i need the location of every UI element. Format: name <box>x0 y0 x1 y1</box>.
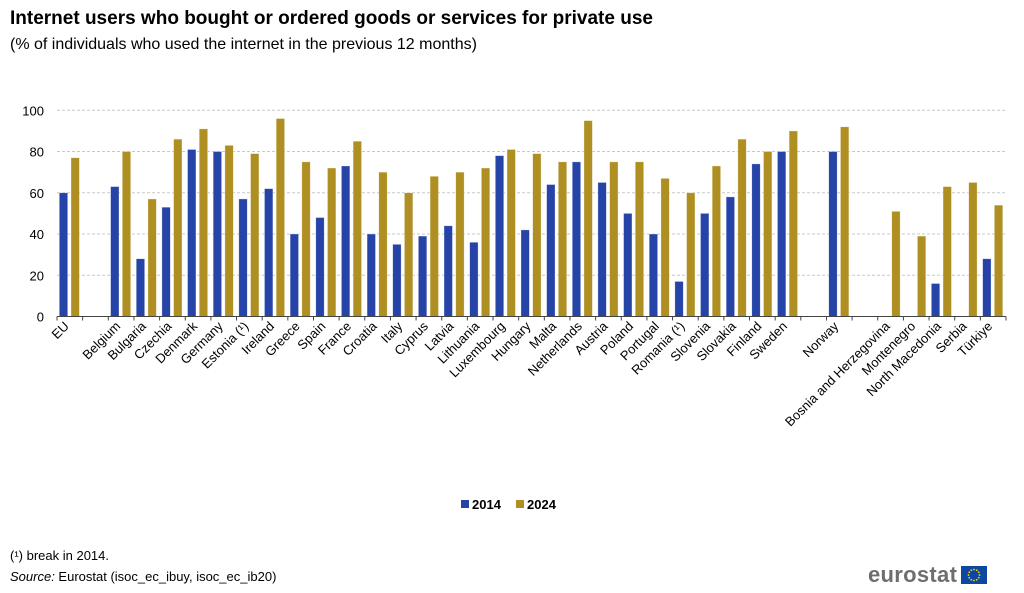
bar-2024-luxembourg <box>506 149 516 317</box>
y-tick-label: 20 <box>30 268 44 283</box>
bar-2024-portugal <box>660 178 670 317</box>
bar-2024-malta <box>558 161 568 317</box>
x-tick-label: EU <box>49 319 72 342</box>
source-line: Source: Eurostat (isoc_ec_ibuy, isoc_ec_… <box>10 569 276 584</box>
y-tick-label: 80 <box>30 145 44 160</box>
bar-2024-bosnia-and-herzegovina <box>891 211 901 317</box>
eu-flag-icon <box>961 566 988 584</box>
bar-2014-lithuania <box>469 241 479 317</box>
y-tick-label: 60 <box>30 186 44 201</box>
bar-2024-romania- <box>686 192 696 317</box>
bar-2024-norway <box>840 126 850 317</box>
logo-text: eurostat <box>868 562 958 587</box>
chart-title: Internet users who bought or ordered goo… <box>10 8 653 29</box>
bar-2024-montenegro <box>917 235 927 317</box>
bar-2014-hungary <box>520 229 530 317</box>
bar-2024-greece <box>301 161 311 317</box>
bar-2024-czechia <box>173 138 183 317</box>
bar-2024-finland <box>763 151 773 317</box>
bar-2024-germany <box>224 145 234 317</box>
bar-2014-sweden <box>777 151 787 317</box>
bar-2014-italy <box>392 244 402 317</box>
bar-2014-france <box>341 165 351 317</box>
bar-2014-denmark <box>187 149 197 317</box>
bar-2024-ireland <box>275 118 285 317</box>
bar-2024-serbia <box>968 182 978 317</box>
bar-2014-eu <box>58 192 68 317</box>
x-tick-label: Norway <box>800 318 842 360</box>
bar-2014-belgium <box>110 186 120 317</box>
bar-2014-portugal <box>648 233 658 317</box>
bar-2024-slovenia <box>711 165 721 317</box>
bar-2014-norway <box>828 151 838 317</box>
bar-2014-cyprus <box>418 235 428 317</box>
bar-2014-estonia- <box>238 198 248 317</box>
bar-2014-slovenia <box>700 213 710 317</box>
bar-2024-estonia- <box>250 153 260 317</box>
bar-2024-austria <box>609 161 619 317</box>
bar-2024-netherlands <box>583 120 593 317</box>
bar-2014-latvia <box>443 225 453 317</box>
bar-2024-latvia <box>455 171 465 317</box>
bar-2024-italy <box>404 192 414 317</box>
bar-2024-bulgaria <box>147 198 157 317</box>
bar-2014-netherlands <box>571 161 581 317</box>
bar-2024-eu <box>70 157 80 317</box>
bar-2024-poland <box>634 161 644 317</box>
bar-2024-lithuania <box>481 167 491 317</box>
eurostat-logo: eurostat <box>868 562 988 588</box>
y-tick-label: 0 <box>37 310 44 325</box>
bar-2014-ireland <box>264 188 274 317</box>
bar-2024-hungary <box>532 153 542 317</box>
source-text: Eurostat (isoc_ec_ibuy, isoc_ec_ib20) <box>54 569 277 584</box>
source-label: Source: <box>10 569 55 584</box>
bar-2024-croatia <box>378 171 388 317</box>
bar-2024-t-rkiye <box>994 204 1004 317</box>
bar-2024-france <box>352 140 362 317</box>
bar-2024-cyprus <box>429 175 439 317</box>
footnote: (¹) break in 2014. <box>10 548 109 563</box>
bar-2014-germany <box>212 151 222 317</box>
bar-2014-austria <box>597 182 607 317</box>
bar-2014-malta <box>546 184 556 317</box>
bar-2014-greece <box>289 233 299 317</box>
bar-2024-denmark <box>198 128 208 317</box>
bar-2014-luxembourg <box>495 155 505 317</box>
bar-2014-croatia <box>366 233 376 317</box>
bar-2024-north-macedonia <box>942 186 952 317</box>
y-tick-label: 100 <box>22 103 44 118</box>
bar-2014-czechia <box>161 206 171 317</box>
bar-2014-romania- <box>674 281 684 317</box>
bar-2024-sweden <box>788 130 798 317</box>
legend-label-2014: 2014 <box>472 497 502 512</box>
bar-2014-t-rkiye <box>982 258 992 317</box>
bar-2024-slovakia <box>737 138 747 317</box>
legend-swatch-2024 <box>516 500 524 508</box>
bar-2014-spain <box>315 217 325 317</box>
legend-swatch-2014 <box>461 500 469 508</box>
bar-2024-belgium <box>121 151 131 317</box>
bar-2014-finland <box>751 163 761 317</box>
x-tick-label: Bosnia and Herzegovina <box>782 318 893 429</box>
bar-2014-slovakia <box>725 196 735 317</box>
legend-label-2024: 2024 <box>527 497 557 512</box>
bar-2024-spain <box>327 167 337 317</box>
bar-2014-poland <box>623 213 633 317</box>
bar-2014-north-macedonia <box>931 283 941 317</box>
y-tick-label: 40 <box>30 227 44 242</box>
bar-2014-bulgaria <box>135 258 145 317</box>
chart-subtitle: (% of individuals who used the internet … <box>10 36 477 53</box>
